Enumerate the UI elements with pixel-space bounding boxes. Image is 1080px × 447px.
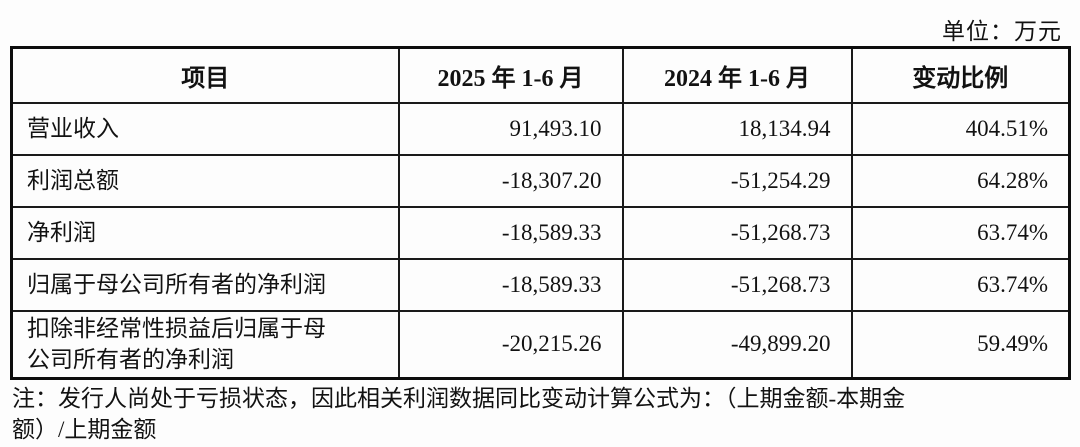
unit-label: 单位：万元 <box>942 19 1062 44</box>
table-header-row: 项目 2025 年 1-6 月 2024 年 1-6 月 变动比例 <box>10 46 1071 104</box>
item-cell: 扣除非经常性损益后归属于母 公司所有者的净利润 <box>10 309 400 380</box>
item-cell: 归属于母公司所有者的净利润 <box>10 257 400 312</box>
col-header-2025: 2025 年 1-6 月 <box>397 46 624 104</box>
value-2024-cell: -51,254.29 <box>621 153 853 208</box>
table-row: 营业收入 91,493.10 18,134.94 404.51% <box>10 101 1071 156</box>
value-2025-cell: -20,215.26 <box>397 309 624 380</box>
change-cell: 404.51% <box>850 101 1071 156</box>
change-cell: 64.28% <box>850 153 1071 208</box>
value-2025-cell: -18,307.20 <box>397 153 624 208</box>
value-2024-cell: -51,268.73 <box>621 205 853 260</box>
col-header-2024: 2024 年 1-6 月 <box>621 46 853 104</box>
change-cell: 59.49% <box>850 309 1071 380</box>
table-row: 净利润 -18,589.33 -51,268.73 63.74% <box>10 205 1071 260</box>
col-header-item: 项目 <box>10 46 400 104</box>
change-cell: 63.74% <box>850 257 1071 312</box>
item-cell: 净利润 <box>10 205 400 260</box>
value-2025-cell: -18,589.33 <box>397 205 624 260</box>
value-2024-cell: -49,899.20 <box>621 309 853 380</box>
item-cell: 营业收入 <box>10 101 400 156</box>
table-row: 利润总额 -18,307.20 -51,254.29 64.28% <box>10 153 1071 208</box>
value-2024-cell: 18,134.94 <box>621 101 853 156</box>
value-2025-cell: -18,589.33 <box>397 257 624 312</box>
table-row: 归属于母公司所有者的净利润 -18,589.33 -51,268.73 63.7… <box>10 257 1071 312</box>
item-cell: 利润总额 <box>10 153 400 208</box>
financial-comparison-table: 项目 2025 年 1-6 月 2024 年 1-6 月 变动比例 营业收入 9… <box>10 46 1071 380</box>
value-2024-cell: -51,268.73 <box>621 257 853 312</box>
table-row: 扣除非经常性损益后归属于母 公司所有者的净利润 -20,215.26 -49,8… <box>10 309 1071 380</box>
change-cell: 63.74% <box>850 205 1071 260</box>
col-header-change: 变动比例 <box>850 46 1071 104</box>
footnote: 注：发行人尚处于亏损状态，因此相关利润数据同比变动计算公式为：（上期金额-本期金… <box>12 386 906 442</box>
value-2025-cell: 91,493.10 <box>397 101 624 156</box>
